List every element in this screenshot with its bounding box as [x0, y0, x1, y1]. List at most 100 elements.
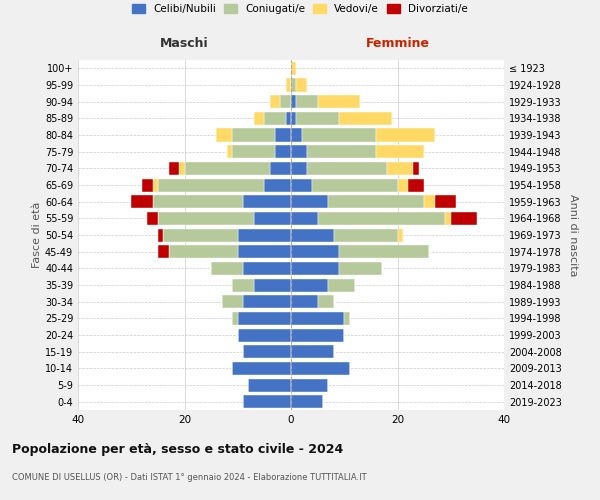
Text: Maschi: Maschi: [160, 37, 209, 50]
Bar: [334, 228, 398, 241]
Bar: [424, 195, 435, 208]
Bar: [302, 128, 376, 141]
Bar: [291, 345, 334, 358]
Bar: [270, 95, 280, 108]
Bar: [328, 195, 424, 208]
Bar: [158, 228, 163, 241]
Bar: [291, 278, 328, 291]
Bar: [131, 195, 152, 208]
Bar: [185, 162, 270, 175]
Bar: [291, 145, 307, 158]
Bar: [147, 212, 158, 225]
Bar: [435, 195, 456, 208]
Y-axis label: Fasce di età: Fasce di età: [32, 202, 42, 268]
Bar: [275, 145, 291, 158]
Bar: [291, 228, 334, 241]
Bar: [238, 245, 291, 258]
Bar: [254, 212, 291, 225]
Bar: [248, 378, 291, 392]
Bar: [344, 312, 350, 325]
Bar: [238, 312, 291, 325]
Bar: [291, 245, 339, 258]
Bar: [222, 295, 243, 308]
Bar: [291, 262, 339, 275]
Bar: [152, 195, 243, 208]
Bar: [291, 162, 307, 175]
Bar: [376, 145, 424, 158]
Bar: [286, 112, 291, 125]
Bar: [265, 112, 286, 125]
Bar: [328, 278, 355, 291]
Bar: [243, 262, 291, 275]
Bar: [339, 245, 430, 258]
Legend: Celibi/Nubili, Coniugati/e, Vedovi/e, Divorziati/e: Celibi/Nubili, Coniugati/e, Vedovi/e, Di…: [128, 0, 472, 18]
Bar: [275, 128, 291, 141]
Bar: [254, 112, 265, 125]
Bar: [217, 128, 232, 141]
Bar: [243, 295, 291, 308]
Bar: [169, 245, 238, 258]
Bar: [163, 228, 238, 241]
Bar: [243, 345, 291, 358]
Bar: [232, 278, 254, 291]
Bar: [339, 112, 392, 125]
Bar: [291, 95, 296, 108]
Bar: [291, 328, 344, 342]
Bar: [254, 278, 291, 291]
Bar: [296, 95, 317, 108]
Bar: [408, 178, 424, 192]
Bar: [243, 195, 291, 208]
Bar: [152, 178, 158, 192]
Bar: [158, 245, 169, 258]
Bar: [398, 228, 403, 241]
Bar: [232, 362, 291, 375]
Bar: [307, 162, 387, 175]
Bar: [238, 228, 291, 241]
Bar: [317, 95, 360, 108]
Bar: [232, 128, 275, 141]
Y-axis label: Anni di nascita: Anni di nascita: [568, 194, 578, 276]
Bar: [291, 128, 302, 141]
Bar: [413, 162, 419, 175]
Bar: [169, 162, 179, 175]
Bar: [232, 312, 238, 325]
Text: Femmine: Femmine: [365, 37, 430, 50]
Bar: [376, 128, 435, 141]
Bar: [307, 145, 376, 158]
Bar: [158, 178, 265, 192]
Bar: [291, 378, 328, 392]
Bar: [317, 212, 445, 225]
Bar: [445, 212, 451, 225]
Bar: [179, 162, 185, 175]
Bar: [291, 78, 296, 92]
Bar: [243, 395, 291, 408]
Bar: [451, 212, 478, 225]
Bar: [291, 312, 344, 325]
Bar: [280, 95, 291, 108]
Bar: [291, 395, 323, 408]
Bar: [291, 295, 317, 308]
Bar: [238, 328, 291, 342]
Bar: [291, 178, 313, 192]
Bar: [296, 112, 339, 125]
Bar: [211, 262, 243, 275]
Bar: [227, 145, 232, 158]
Bar: [296, 78, 307, 92]
Bar: [291, 195, 328, 208]
Text: Popolazione per età, sesso e stato civile - 2024: Popolazione per età, sesso e stato civil…: [12, 442, 343, 456]
Bar: [313, 178, 398, 192]
Bar: [317, 295, 334, 308]
Bar: [291, 112, 296, 125]
Bar: [291, 362, 350, 375]
Bar: [339, 262, 382, 275]
Bar: [286, 78, 291, 92]
Bar: [291, 62, 296, 75]
Bar: [387, 162, 413, 175]
Text: COMUNE DI USELLUS (OR) - Dati ISTAT 1° gennaio 2024 - Elaborazione TUTTITALIA.IT: COMUNE DI USELLUS (OR) - Dati ISTAT 1° g…: [12, 472, 367, 482]
Bar: [158, 212, 254, 225]
Bar: [232, 145, 275, 158]
Bar: [398, 178, 408, 192]
Bar: [291, 212, 317, 225]
Bar: [265, 178, 291, 192]
Bar: [270, 162, 291, 175]
